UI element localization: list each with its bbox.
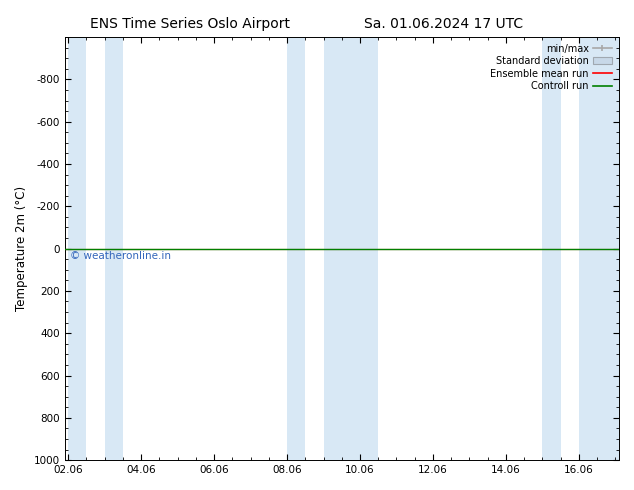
Bar (579, 37, 619, 460)
Bar (105, 37, 123, 460)
Legend: min/max, Standard deviation, Ensemble mean run, Controll run: min/max, Standard deviation, Ensemble me… (488, 42, 614, 93)
Bar (68, 37, 86, 460)
Text: © weatheronline.in: © weatheronline.in (70, 251, 171, 261)
Text: Sa. 01.06.2024 17 UTC: Sa. 01.06.2024 17 UTC (365, 17, 523, 31)
Bar (323, 37, 378, 460)
Bar (543, 37, 560, 460)
Text: ENS Time Series Oslo Airport: ENS Time Series Oslo Airport (90, 17, 290, 31)
Bar (287, 37, 306, 460)
Y-axis label: Temperature 2m (°C): Temperature 2m (°C) (15, 186, 28, 311)
